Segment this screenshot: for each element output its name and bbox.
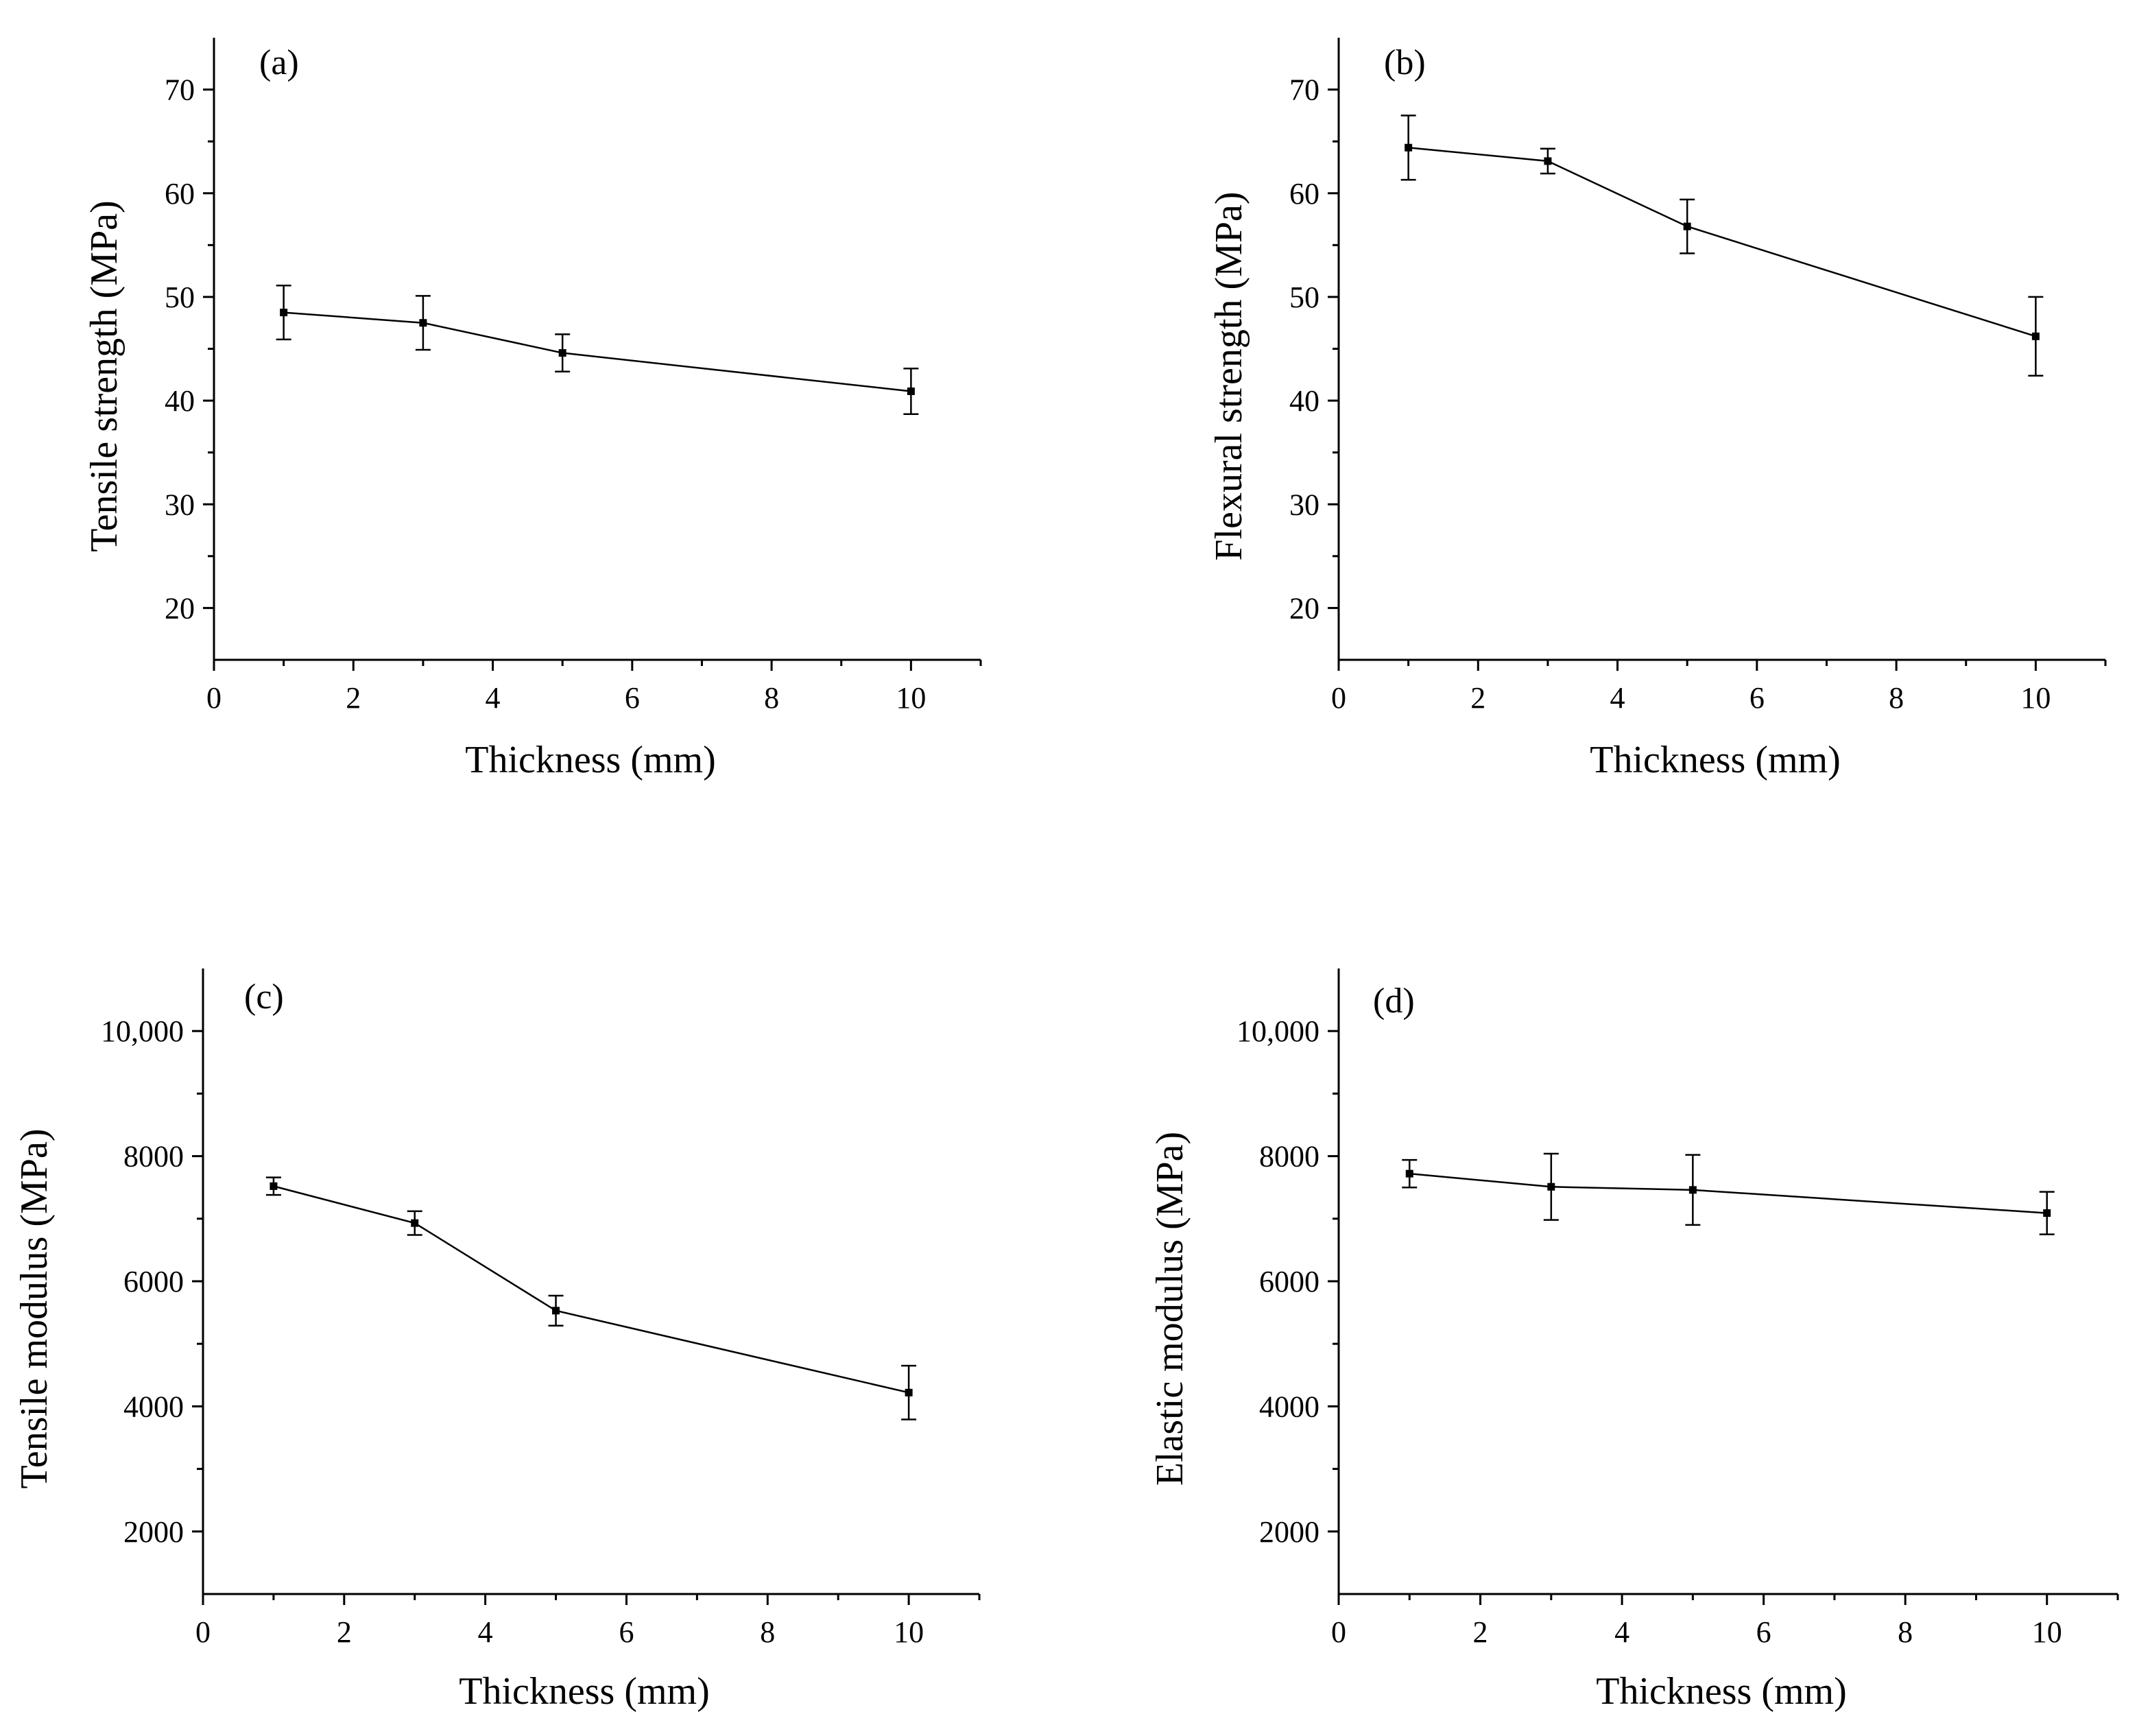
data-point bbox=[907, 387, 915, 395]
y-tick-label: 20 bbox=[1289, 591, 1319, 625]
x-tick-label: 0 bbox=[1331, 681, 1346, 715]
y-tick-label: 60 bbox=[165, 177, 195, 211]
x-tick-label: 0 bbox=[206, 681, 222, 715]
x-tick-label: 2 bbox=[337, 1615, 352, 1649]
y-tick-label: 70 bbox=[165, 73, 195, 107]
x-tick-label: 2 bbox=[1473, 1615, 1488, 1649]
x-tick-label: 10 bbox=[2032, 1615, 2062, 1649]
y-tick-label: 2000 bbox=[1259, 1515, 1319, 1549]
series-line bbox=[283, 311, 911, 392]
data-point bbox=[552, 1307, 560, 1315]
y-tick-label: 8000 bbox=[123, 1140, 184, 1174]
y-tick-label: 10,000 bbox=[101, 1014, 184, 1048]
x-tick-label: 10 bbox=[894, 1615, 924, 1649]
y-axis-label: Flexural strength (MPa) bbox=[1208, 191, 1250, 560]
y-tick-label: 20 bbox=[165, 591, 195, 625]
y-tick-label: 50 bbox=[1289, 281, 1319, 314]
y-tick-label: 2000 bbox=[123, 1515, 184, 1549]
y-tick-label: 40 bbox=[165, 384, 195, 418]
panel-a: 0 2 4 6 8 10 20 30 40 50 60 70 (a) Thickness (mm) T… bbox=[83, 38, 982, 781]
data-point bbox=[1544, 157, 1552, 165]
x-tick-label: 2 bbox=[346, 681, 361, 715]
data-point bbox=[1683, 222, 1691, 230]
x-axis-label: Thickness (mm) bbox=[1590, 739, 1840, 781]
y-tick-label: 6000 bbox=[123, 1265, 184, 1298]
x-tick-label: 4 bbox=[486, 681, 501, 715]
x-tick-label: 6 bbox=[625, 681, 640, 715]
x-axis-label: Thickness (mm) bbox=[1596, 1670, 1846, 1713]
series-line bbox=[1408, 146, 2036, 337]
x-tick-label: 8 bbox=[1889, 681, 1904, 715]
data-point bbox=[419, 319, 427, 327]
data-point bbox=[1405, 143, 1413, 152]
x-tick-label: 8 bbox=[1898, 1615, 1913, 1649]
x-tick-label: 4 bbox=[1610, 681, 1625, 715]
y-tick-label: 4000 bbox=[123, 1390, 184, 1423]
y-tick-label: 60 bbox=[1289, 177, 1319, 211]
y-tick-label: 30 bbox=[165, 488, 195, 521]
data-point bbox=[411, 1219, 419, 1227]
x-tick-label: 8 bbox=[760, 1615, 775, 1649]
panel-b: 0 2 4 6 8 10 20 30 40 50 60 70 (b) Thickness (mm) F… bbox=[1208, 38, 2107, 781]
data-point bbox=[2031, 332, 2040, 340]
x-axis-label: Thickness (mm) bbox=[459, 1670, 709, 1713]
x-tick-label: 10 bbox=[896, 681, 926, 715]
y-tick-label: 30 bbox=[1289, 488, 1319, 521]
y-axis-label: Tensile strength (MPa) bbox=[83, 200, 126, 551]
series-line bbox=[1409, 1172, 2047, 1214]
x-tick-label: 6 bbox=[1756, 1615, 1771, 1649]
y-tick-label: 40 bbox=[1289, 384, 1319, 418]
panel-label: (c) bbox=[244, 977, 284, 1016]
x-tick-label: 10 bbox=[2020, 681, 2051, 715]
panel-label: (b) bbox=[1384, 43, 1426, 82]
panel-label: (d) bbox=[1373, 982, 1415, 1021]
x-axis-label: Thickness (mm) bbox=[465, 739, 715, 781]
x-tick-label: 8 bbox=[764, 681, 779, 715]
data-point bbox=[1405, 1169, 1413, 1178]
panel-label: (a) bbox=[259, 43, 299, 82]
y-tick-label: 70 bbox=[1289, 73, 1319, 107]
x-tick-label: 0 bbox=[1331, 1615, 1346, 1649]
y-tick-label: 10,000 bbox=[1237, 1014, 1319, 1048]
x-tick-label: 4 bbox=[478, 1615, 493, 1649]
y-tick-label: 50 bbox=[165, 281, 195, 314]
x-tick-label: 6 bbox=[619, 1615, 634, 1649]
x-tick-label: 6 bbox=[1749, 681, 1765, 715]
data-point bbox=[270, 1182, 278, 1190]
y-tick-label: 8000 bbox=[1259, 1140, 1319, 1174]
y-axis-label: Tensile modulus (MPa) bbox=[13, 1129, 56, 1489]
panel-c: 0 2 4 6 8 10 2000 4000 6000 8000 10,000 (c) Thickn… bbox=[13, 968, 981, 1713]
data-point bbox=[1547, 1182, 1555, 1191]
x-tick-label: 4 bbox=[1614, 1615, 1629, 1649]
data-point bbox=[558, 349, 566, 357]
x-tick-label: 2 bbox=[1470, 681, 1485, 715]
y-tick-label: 4000 bbox=[1259, 1390, 1319, 1423]
data-point bbox=[905, 1388, 913, 1396]
data-point bbox=[1688, 1186, 1697, 1194]
data-point bbox=[280, 309, 288, 317]
x-tick-label: 0 bbox=[195, 1615, 211, 1649]
data-point bbox=[2043, 1209, 2051, 1217]
panel-d: 0 2 4 6 8 10 2000 4000 6000 8000 10,000 (d) Thickn… bbox=[1149, 968, 2119, 1713]
y-tick-label: 6000 bbox=[1259, 1265, 1319, 1298]
y-axis-label: Elastic modulus (MPa) bbox=[1149, 1132, 1191, 1486]
series-line bbox=[273, 1185, 909, 1394]
